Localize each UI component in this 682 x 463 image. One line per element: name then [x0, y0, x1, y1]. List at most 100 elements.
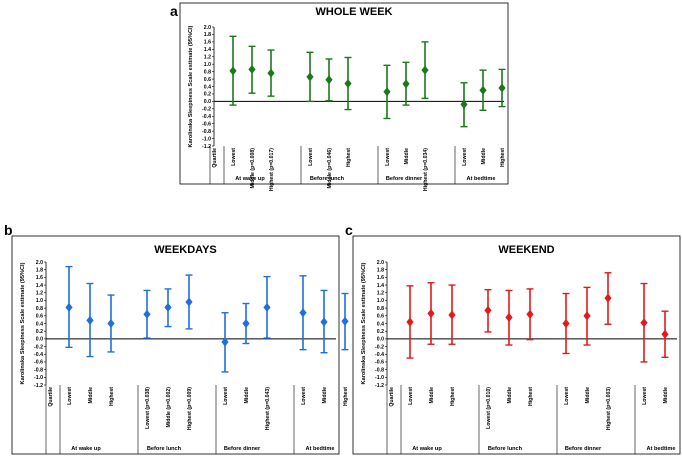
y-tick-label: 1.0 [36, 298, 43, 304]
estimate-marker [406, 317, 414, 327]
category-label: Middle [88, 387, 94, 404]
category-label: Middle [663, 387, 669, 404]
y-tick-label: -1.2 [34, 383, 43, 389]
panel-frame [179, 2, 509, 185]
y-tick-label: 0.2 [36, 329, 43, 335]
y-tick-label: 1.4 [377, 283, 384, 289]
category-label: Highest [500, 148, 506, 167]
category-label: Middle [244, 387, 250, 404]
y-tick-label: -0.8 [375, 367, 384, 373]
category-label: Lowest [301, 387, 307, 405]
estimate-marker [640, 318, 648, 328]
y-tick-label: 0.4 [204, 84, 211, 90]
estimate-marker [402, 79, 410, 89]
estimate-marker [86, 315, 94, 325]
category-label: Middle (p=0.002) [166, 387, 172, 428]
y-tick-label: -0.8 [34, 367, 43, 373]
y-tick-label: 0.2 [204, 92, 211, 98]
category-label: Highest [343, 387, 349, 406]
group-label: At wake up [71, 446, 101, 452]
estimate-marker [267, 68, 275, 78]
group-label: At wake up [235, 176, 265, 182]
y-axis-label: Karolinska Sleepiness Scale estimate (95… [361, 262, 367, 384]
estimate-marker [164, 302, 172, 312]
estimate-marker [484, 305, 492, 315]
category-label: Lowest [223, 387, 229, 405]
estimate-marker [505, 312, 513, 322]
estimate-marker [421, 65, 429, 75]
y-tick-label: -0.6 [202, 121, 211, 127]
estimate-marker [427, 309, 435, 319]
estimate-marker [242, 319, 250, 328]
chart-panel-a: a WHOLE WEEK Karolinska Sleepiness Scale e… [170, 2, 509, 191]
category-label: Highest [528, 387, 534, 406]
chart-title: WEEKDAYS [154, 244, 217, 256]
y-tick-label: 0.8 [377, 306, 384, 312]
estimate-marker [143, 309, 151, 319]
y-tick-label: 0.0 [377, 337, 384, 343]
category-label: Middle (p=0.008) [250, 148, 256, 189]
estimate-marker [185, 297, 193, 307]
y-tick-label: 1.2 [377, 291, 384, 297]
y-tick-label: 1.4 [204, 47, 211, 53]
y-tick-label: 1.6 [377, 275, 384, 281]
y-tick-label: 1.6 [204, 40, 211, 46]
estimate-marker [299, 308, 307, 318]
y-tick-label: 0.0 [204, 99, 211, 105]
group-label: Before dinner [224, 446, 261, 452]
category-label: Lowest (p=0.038) [145, 387, 151, 429]
y-tick-label: -0.6 [34, 360, 43, 366]
category-label: Lowest [231, 148, 237, 166]
y-tick-label: 0.2 [377, 329, 384, 335]
y-tick-label: -1.0 [375, 375, 384, 381]
category-label: Middle [507, 387, 513, 404]
estimate-marker [604, 293, 612, 303]
panel-frame [11, 235, 340, 455]
y-tick-label: 1.0 [204, 62, 211, 68]
category-label: Middle [481, 148, 487, 165]
estimate-marker [448, 310, 456, 320]
y-tick-label: -0.2 [202, 107, 211, 113]
quartile-label: Quartile [212, 148, 218, 168]
category-label: Highest (p=0.009) [187, 387, 193, 430]
estimate-marker [479, 85, 487, 95]
estimate-marker [498, 83, 506, 93]
chart-title: WEEKEND [498, 244, 554, 256]
panel-letter: a [170, 3, 178, 19]
y-tick-label: 2.0 [377, 260, 384, 266]
y-tick-label: -0.4 [202, 114, 211, 120]
group-label: Before lunch [147, 446, 182, 452]
chart-title: WHOLE WEEK [316, 6, 393, 18]
group-label: At bedtime [306, 446, 335, 452]
category-label: Lowest [67, 387, 73, 405]
estimate-marker [320, 317, 328, 327]
group-label: Before lunch [488, 446, 523, 452]
estimate-marker [65, 302, 73, 312]
y-tick-label: 2.0 [204, 25, 211, 31]
y-tick-label: 0.6 [377, 314, 384, 320]
category-label: Highest (p=0.043) [265, 387, 271, 430]
y-tick-label: 0.4 [377, 321, 384, 327]
panel-letter: b [4, 222, 13, 238]
y-tick-label: -1.2 [202, 144, 211, 150]
y-tick-label: 1.6 [36, 275, 43, 281]
estimate-marker [383, 87, 391, 97]
category-label: Lowest (p=0.010) [486, 387, 492, 429]
quartile-label: Quartile [48, 387, 54, 407]
y-tick-label: 1.2 [204, 55, 211, 61]
estimate-marker [460, 99, 468, 109]
y-tick-label: 1.8 [204, 32, 211, 38]
category-label: Highest (p=0.034) [423, 148, 429, 191]
y-tick-label: -1.0 [34, 375, 43, 381]
estimate-marker [344, 79, 352, 89]
category-label: Lowest [308, 148, 314, 166]
y-tick-label: -0.4 [34, 352, 43, 358]
category-label: Highest (p=0.017) [269, 148, 275, 191]
y-tick-label: -0.6 [375, 360, 384, 366]
category-label: Lowest [408, 387, 414, 405]
y-tick-label: -1.2 [375, 383, 384, 389]
category-label: Lowest [564, 387, 570, 405]
panel-letter: c [345, 222, 353, 238]
